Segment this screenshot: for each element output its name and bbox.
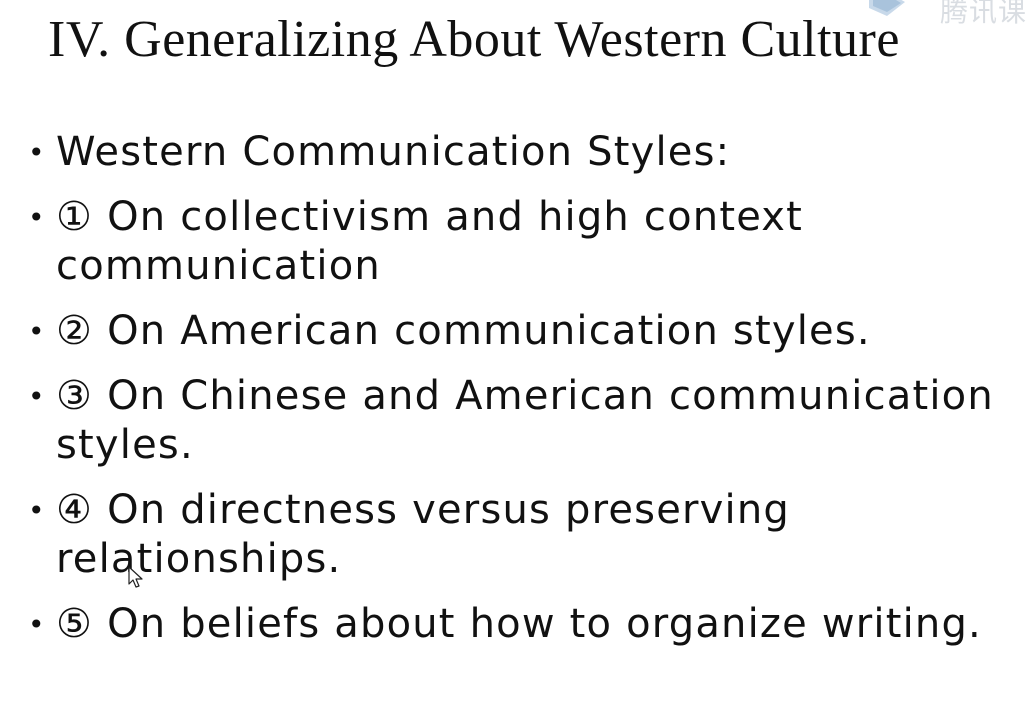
- bullet-item: • ③ On Chinese and American communication…: [24, 372, 1014, 470]
- bullet-dot: •: [28, 136, 46, 169]
- watermark: 腾讯课: [859, 0, 1029, 28]
- item-number: ②: [56, 308, 94, 354]
- watermark-text: 腾讯课: [939, 0, 1027, 28]
- bullet-item: • ② On American communication styles.: [24, 307, 1014, 356]
- bullet-dot: •: [28, 494, 46, 527]
- item-number: ⑤: [56, 601, 94, 647]
- bullet-item: • ④ On directness versus preserving relat…: [24, 486, 1014, 584]
- slide-title: IV. Generalizing About Western Culture: [48, 11, 900, 68]
- bullet-list: • Western Communication Styles: • ① On co…: [24, 128, 1014, 665]
- mouse-pointer-icon: [128, 566, 143, 588]
- bullet-text: On beliefs about how to organize writing…: [107, 601, 982, 647]
- bullet-dot: •: [28, 315, 46, 348]
- bullet-dot: •: [28, 608, 46, 641]
- bullet-text: On Chinese and American communication st…: [56, 373, 994, 468]
- bullet-item: • Western Communication Styles:: [24, 128, 1014, 177]
- bullet-item: • ① On collectivism and high context comm…: [24, 193, 1014, 291]
- item-number: ①: [56, 194, 94, 240]
- bullet-text: Western Communication Styles:: [56, 129, 731, 175]
- bullet-item: • ⑤ On beliefs about how to organize writ…: [24, 600, 1014, 649]
- bullet-text: On collectivism and high context communi…: [56, 194, 804, 289]
- tencent-class-logo-icon: [869, 0, 905, 16]
- item-number: ④: [56, 487, 94, 533]
- bullet-dot: •: [28, 201, 46, 234]
- bullet-text: On American communication styles.: [107, 308, 871, 354]
- item-number: ③: [56, 373, 94, 419]
- bullet-dot: •: [28, 380, 46, 413]
- bullet-text: On directness versus preserving relation…: [56, 487, 790, 582]
